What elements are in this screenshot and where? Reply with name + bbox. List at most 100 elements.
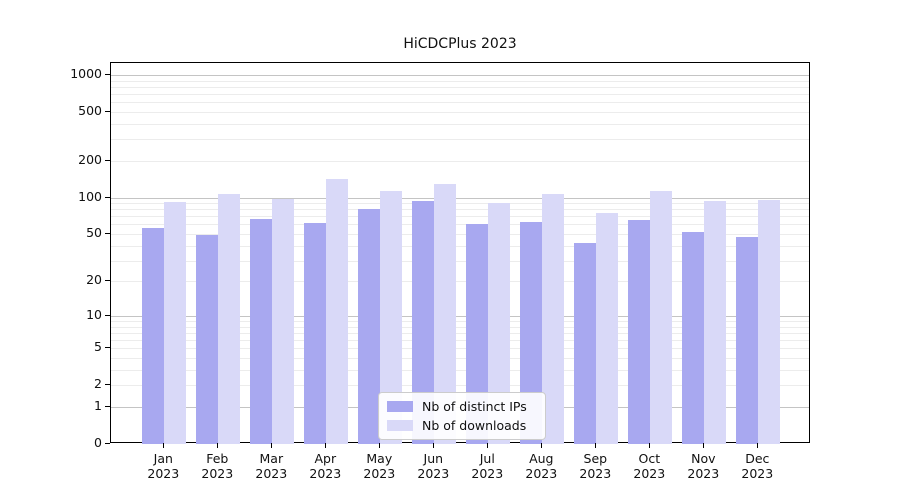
x-tick-mark	[217, 443, 219, 448]
gridline-40	[111, 245, 809, 247]
y-tick-mark	[105, 110, 110, 112]
x-tick-mark	[649, 443, 651, 448]
gridline-8	[111, 326, 809, 328]
bar-downloads-jan	[164, 201, 187, 444]
legend-label-distinct-ips: Nb of distinct IPs	[422, 399, 527, 414]
x-tick-label-jun: Jun 2023	[417, 451, 450, 481]
x-tick-label-jul: Jul 2023	[471, 451, 504, 481]
legend-label-downloads: Nb of downloads	[422, 418, 527, 433]
legend-swatch-downloads	[387, 420, 413, 431]
gridline-50	[111, 234, 809, 235]
bar-downloads-apr	[326, 178, 349, 444]
legend-swatch-distinct-ips	[387, 401, 413, 412]
y-tick-label-200: 200	[78, 151, 102, 167]
x-tick-label-feb: Feb 2023	[201, 451, 234, 481]
y-tick-mark	[105, 384, 110, 386]
y-tick-mark	[105, 443, 110, 444]
gridline-700	[111, 94, 809, 95]
gridline-60	[111, 224, 809, 226]
x-tick-mark	[271, 443, 273, 448]
x-tick-mark	[325, 443, 327, 448]
bar-downloads-jun	[434, 184, 457, 444]
x-tick-mark	[703, 443, 705, 448]
bar-downloads-feb	[218, 193, 241, 444]
bar-downloads-nov	[704, 200, 727, 444]
bar-downloads-jul	[488, 202, 511, 444]
y-tick-mark	[105, 233, 110, 234]
y-tick-label-2: 2	[94, 376, 102, 392]
gridline-100	[111, 197, 809, 199]
y-tick-label-0: 0	[94, 435, 102, 450]
bar-ips-mar	[250, 219, 273, 444]
y-tick-label-5: 5	[94, 339, 102, 355]
x-tick-label-nov: Nov 2023	[687, 451, 720, 481]
bar-downloads-dec	[758, 199, 781, 444]
y-tick-mark	[105, 73, 110, 75]
y-tick-mark	[105, 280, 110, 282]
y-tick-mark	[105, 314, 110, 316]
gridline-6	[111, 340, 809, 342]
gridline-300	[111, 139, 809, 141]
bar-ips-oct	[628, 220, 651, 444]
y-tick-label-50: 50	[86, 225, 102, 240]
x-tick-mark	[595, 443, 597, 448]
bar-ips-jan	[142, 228, 165, 444]
bar-ips-aug	[520, 221, 543, 444]
y-tick-label-10: 10	[86, 306, 102, 322]
x-tick-label-dec: Dec 2023	[741, 451, 774, 481]
bar-ips-apr	[304, 222, 327, 444]
y-tick-label-100: 100	[78, 188, 102, 204]
bar-ips-jul	[466, 223, 489, 444]
x-tick-mark	[487, 443, 489, 448]
gridline-20	[111, 281, 809, 283]
y-tick-mark	[105, 347, 110, 349]
gridline-9	[111, 321, 809, 322]
x-tick-label-jan: Jan 2023	[147, 451, 180, 481]
y-tick-mark	[105, 196, 110, 198]
gridline-70	[111, 216, 809, 218]
bar-downloads-sep	[596, 212, 619, 444]
gridline-4	[111, 358, 809, 359]
gridline-1000	[111, 74, 809, 76]
y-tick-label-1: 1	[94, 398, 102, 413]
bar-downloads-mar	[272, 199, 295, 444]
y-tick-label-500: 500	[78, 102, 102, 118]
x-tick-label-aug: Aug 2023	[525, 451, 558, 481]
x-tick-mark	[541, 443, 543, 448]
gridline-90	[111, 203, 809, 204]
legend-item-downloads: Nb of downloads	[387, 418, 535, 433]
x-tick-label-apr: Apr 2023	[309, 451, 342, 481]
x-tick-label-sep: Sep 2023	[579, 451, 612, 481]
gridline-500	[111, 111, 809, 113]
bar-downloads-oct	[650, 190, 673, 444]
y-tick-label-1000: 1000	[70, 65, 102, 81]
bar-ips-jun	[412, 200, 435, 444]
bar-downloads-aug	[542, 193, 565, 444]
x-tick-mark	[757, 443, 759, 448]
gridline-800	[111, 86, 809, 88]
legend-item-distinct-ips: Nb of distinct IPs	[387, 399, 535, 414]
x-tick-label-mar: Mar 2023	[255, 451, 288, 481]
bar-ips-nov	[682, 231, 705, 444]
gridline-2	[111, 385, 809, 387]
x-tick-mark	[379, 443, 381, 448]
bar-ips-feb	[196, 235, 219, 444]
gridline-80	[111, 209, 809, 211]
bar-downloads-may	[380, 190, 403, 444]
gridline-600	[111, 102, 809, 104]
gridline-400	[111, 123, 809, 125]
gridline-10	[111, 315, 809, 317]
x-tick-label-oct: Oct 2023	[633, 451, 666, 481]
gridline-5	[111, 348, 809, 350]
bar-ips-dec	[736, 237, 759, 444]
y-tick-label-20: 20	[86, 272, 102, 288]
gridline-200	[111, 160, 809, 162]
x-tick-label-may: May 2023	[363, 451, 396, 481]
y-tick-mark	[105, 406, 110, 407]
bar-ips-may	[358, 209, 381, 444]
plot-area	[110, 62, 810, 444]
chart-title: HiCDCPlus 2023	[403, 36, 517, 52]
gridline-7	[111, 332, 809, 334]
y-tick-mark	[105, 159, 110, 161]
